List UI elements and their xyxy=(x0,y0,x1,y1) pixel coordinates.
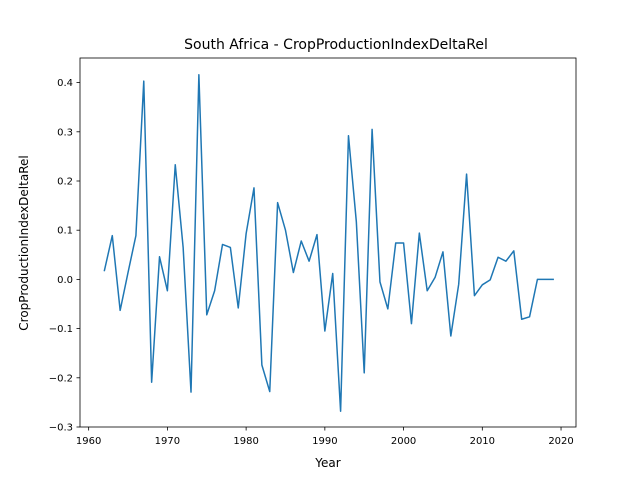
x-tick-label: 1990 xyxy=(312,436,337,447)
x-axis-label: Year xyxy=(314,456,340,470)
x-tick-label: 2010 xyxy=(470,436,495,447)
y-tick-label: 0.2 xyxy=(57,177,73,188)
x-tick-label: 1970 xyxy=(155,436,180,447)
x-tick-label: 2000 xyxy=(391,436,416,447)
x-tick-label: 2020 xyxy=(548,436,573,447)
y-tick-label: 0.3 xyxy=(57,127,73,138)
y-axis-ticks: −0.3 −0.2 −0.1 0.0 0.1 0.2 0.3 0.4 xyxy=(49,78,80,434)
x-tick-label: 1980 xyxy=(233,436,258,447)
y-tick-label: −0.1 xyxy=(49,324,73,335)
chart-title: South Africa - CropProductionIndexDeltaR… xyxy=(184,37,488,53)
y-tick-label: −0.3 xyxy=(49,423,73,434)
y-tick-label: 0.0 xyxy=(57,275,73,286)
plot-area xyxy=(103,73,554,413)
x-tick-label: 1960 xyxy=(76,436,101,447)
y-tick-label: 0.1 xyxy=(57,226,73,237)
axes-frame xyxy=(79,57,577,428)
y-axis-label: CropProductionIndexDeltaRel xyxy=(17,155,31,330)
y-tick-label: −0.2 xyxy=(49,373,73,384)
series-line-0 xyxy=(103,73,554,413)
y-tick-label: 0.4 xyxy=(57,78,73,89)
x-axis-ticks: 1960 1970 1980 1990 2000 2010 2020 xyxy=(76,427,574,447)
